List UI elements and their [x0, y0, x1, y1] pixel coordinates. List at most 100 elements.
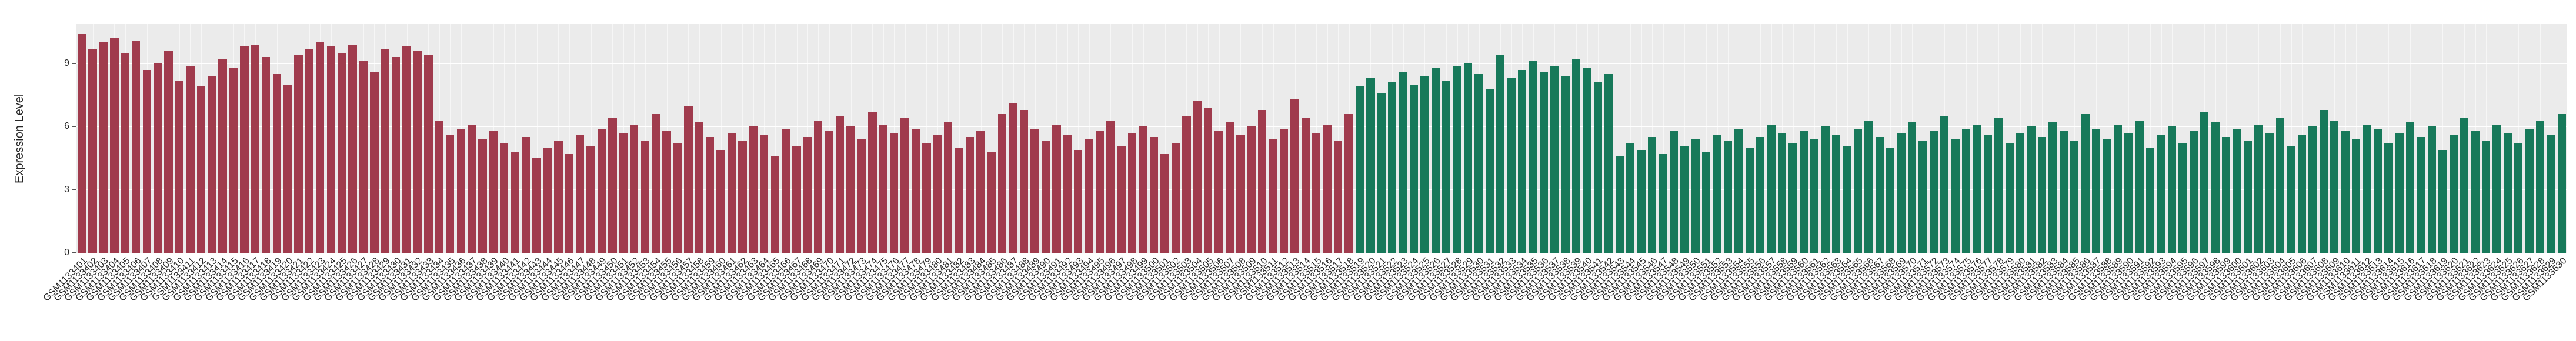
gridline-vertical	[1078, 24, 1079, 253]
bar	[1323, 124, 1332, 253]
gridline-vertical	[2291, 24, 2292, 253]
y-tick-mark	[72, 126, 76, 128]
bar	[510, 152, 519, 253]
bar	[1128, 133, 1137, 253]
bar	[153, 63, 162, 253]
bar	[1680, 145, 1689, 253]
bar	[1864, 120, 1873, 253]
bar	[2330, 120, 2339, 253]
bar	[2005, 143, 2014, 253]
bar	[1626, 143, 1635, 253]
bar	[1604, 73, 1613, 253]
gridline-vertical	[2150, 24, 2151, 253]
bar	[706, 137, 715, 253]
bar	[1420, 76, 1429, 253]
bar	[186, 65, 195, 253]
bar	[716, 149, 725, 253]
bar	[1529, 61, 1537, 253]
gridline-vertical	[645, 24, 646, 253]
gridline-horizontal	[76, 126, 2567, 128]
bar	[251, 44, 259, 253]
bar	[738, 141, 747, 253]
bar	[1745, 148, 1754, 253]
gridline-vertical	[775, 24, 776, 253]
bar	[2016, 133, 2025, 253]
bar	[532, 158, 541, 253]
bar	[890, 133, 899, 253]
bar	[1669, 131, 1679, 253]
bar	[1897, 133, 1906, 253]
bar	[727, 133, 736, 253]
bar	[1973, 124, 1981, 253]
bar	[857, 139, 866, 253]
bar	[2427, 126, 2437, 253]
bar	[608, 118, 617, 253]
bar	[1929, 131, 1938, 253]
bar	[868, 112, 877, 253]
gridline-vertical	[1630, 24, 1631, 253]
bar	[1810, 139, 1819, 253]
bar	[1756, 137, 1765, 253]
bar	[1615, 156, 1624, 253]
bar	[78, 34, 86, 253]
bar	[576, 135, 585, 253]
bar	[1269, 139, 1277, 253]
bar	[1301, 118, 1310, 253]
gridline-vertical	[796, 24, 798, 253]
bar	[2145, 148, 2155, 253]
bar	[2157, 135, 2165, 253]
bar	[1290, 99, 1299, 253]
bar	[911, 128, 920, 253]
gridline-vertical	[1847, 24, 1848, 253]
bar	[1691, 139, 1700, 253]
bar	[543, 148, 552, 253]
bar	[1453, 65, 1461, 253]
gridline-vertical	[1890, 24, 1891, 253]
bar	[2341, 131, 2350, 253]
bar	[1875, 137, 1884, 253]
bar	[1983, 135, 1993, 253]
bar	[2189, 131, 2198, 253]
y-tick-label: 0	[64, 248, 69, 258]
bar	[2103, 139, 2111, 253]
bar	[846, 126, 855, 253]
gridline-vertical	[1728, 24, 1729, 253]
bar	[294, 55, 303, 253]
bar	[424, 55, 433, 253]
bar	[586, 145, 595, 253]
bar	[792, 145, 801, 253]
bar	[803, 137, 812, 253]
bar	[1485, 88, 1494, 253]
bar	[348, 44, 357, 253]
y-tick-label: 3	[64, 184, 69, 195]
bar	[760, 135, 769, 253]
bar	[1063, 135, 1072, 253]
bar	[2405, 122, 2415, 253]
gridline-vertical	[590, 24, 592, 253]
bar	[2048, 122, 2057, 253]
bar	[2233, 128, 2241, 253]
gridline-horizontal	[76, 63, 2567, 64]
gridline-vertical	[2074, 24, 2076, 253]
bar	[272, 73, 281, 253]
bar	[1409, 84, 1419, 253]
gridline-vertical	[926, 24, 927, 253]
bar	[662, 131, 671, 253]
bar	[1518, 69, 1527, 253]
bar	[695, 122, 703, 253]
bar	[359, 61, 368, 253]
bar	[1496, 55, 1505, 253]
bar	[2308, 126, 2317, 253]
bar	[1106, 120, 1115, 253]
bar	[2481, 141, 2491, 253]
bar	[1918, 141, 1927, 253]
bar	[2417, 137, 2425, 253]
bar	[522, 137, 530, 253]
bar	[2449, 135, 2458, 253]
bar	[1355, 86, 1364, 253]
bar	[749, 126, 758, 253]
bar	[1214, 131, 1223, 253]
y-tick-mark	[72, 252, 76, 253]
gridline-vertical	[1663, 24, 1664, 253]
